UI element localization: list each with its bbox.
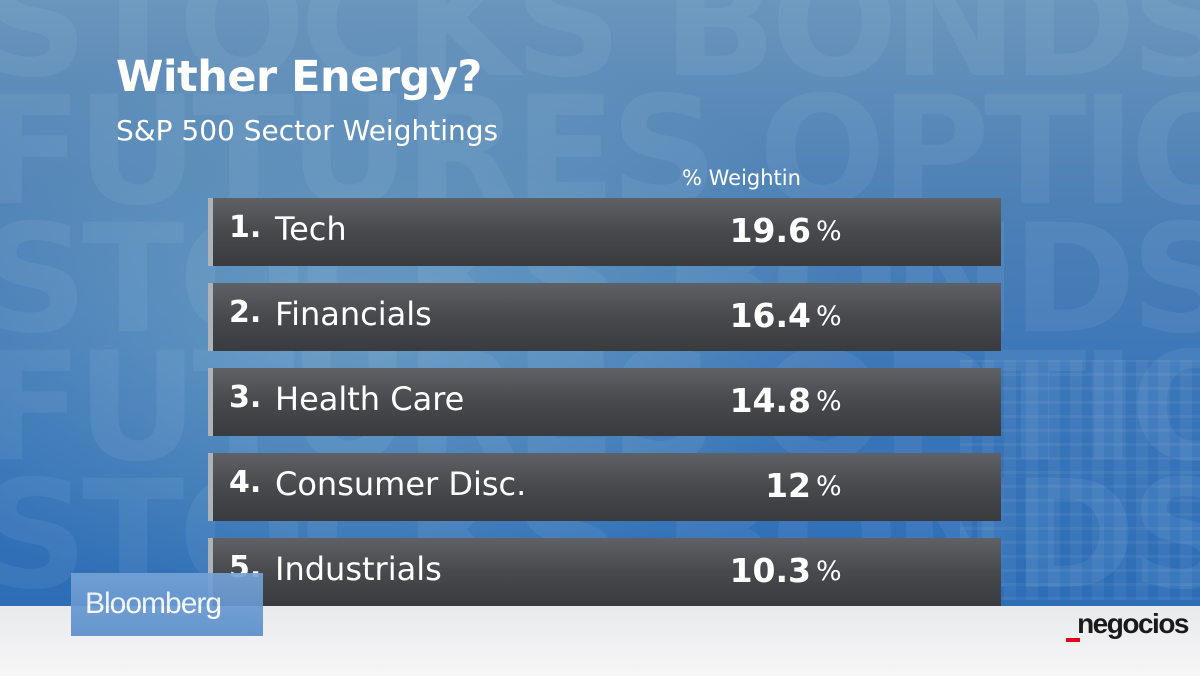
slide-title: Wither Energy? xyxy=(116,52,482,102)
sector-row: 5. Industrials 10.3 % xyxy=(208,538,1001,606)
sector-name: Financials xyxy=(275,295,432,333)
sector-rank: 1. xyxy=(229,210,262,245)
percent-sign: % xyxy=(816,386,842,417)
bloomberg-wordmark: Bloomberg xyxy=(85,587,222,620)
sector-rank: 4. xyxy=(229,465,262,500)
sector-name: Consumer Disc. xyxy=(275,465,527,503)
column-header: % Weightin xyxy=(682,166,801,190)
percent-sign: % xyxy=(816,556,842,587)
watermark-line: STOCKS BONDS xyxy=(0,0,1200,111)
sector-row: 4. Consumer Disc. 12 % xyxy=(208,453,1001,521)
sector-weight: 12 xyxy=(765,466,811,505)
sector-rank: 3. xyxy=(229,380,262,415)
sector-weight: 16.4 xyxy=(729,296,811,335)
sector-name: Tech xyxy=(275,210,347,248)
sector-name: Industrials xyxy=(275,550,442,588)
sector-row: 2. Financials 16.4 % xyxy=(208,283,1001,351)
sector-weight: 19.6 xyxy=(729,211,811,250)
sector-row: 3. Health Care 14.8 % xyxy=(208,368,1001,436)
bloomberg-logo: Bloomberg xyxy=(71,573,263,636)
negocios-accent-mark xyxy=(1066,638,1080,642)
slide-subtitle: S&P 500 Sector Weightings xyxy=(116,114,499,147)
negocios-logo: negocios xyxy=(1077,608,1189,639)
sector-name: Health Care xyxy=(275,380,465,418)
percent-sign: % xyxy=(816,471,842,502)
sector-rank: 2. xyxy=(229,295,262,330)
sector-row: 1. Tech 19.6 % xyxy=(208,198,1001,266)
sector-weight: 14.8 xyxy=(729,381,811,420)
percent-sign: % xyxy=(816,301,842,332)
percent-sign: % xyxy=(816,216,842,247)
sector-weight: 10.3 xyxy=(729,551,811,590)
video-frame: STOCKS BONDS FUTURES OPTIONS STOCKS BOND… xyxy=(0,0,1200,606)
sector-list: 1. Tech 19.6 % 2. Financials 16.4 % 3. H… xyxy=(208,198,1001,606)
